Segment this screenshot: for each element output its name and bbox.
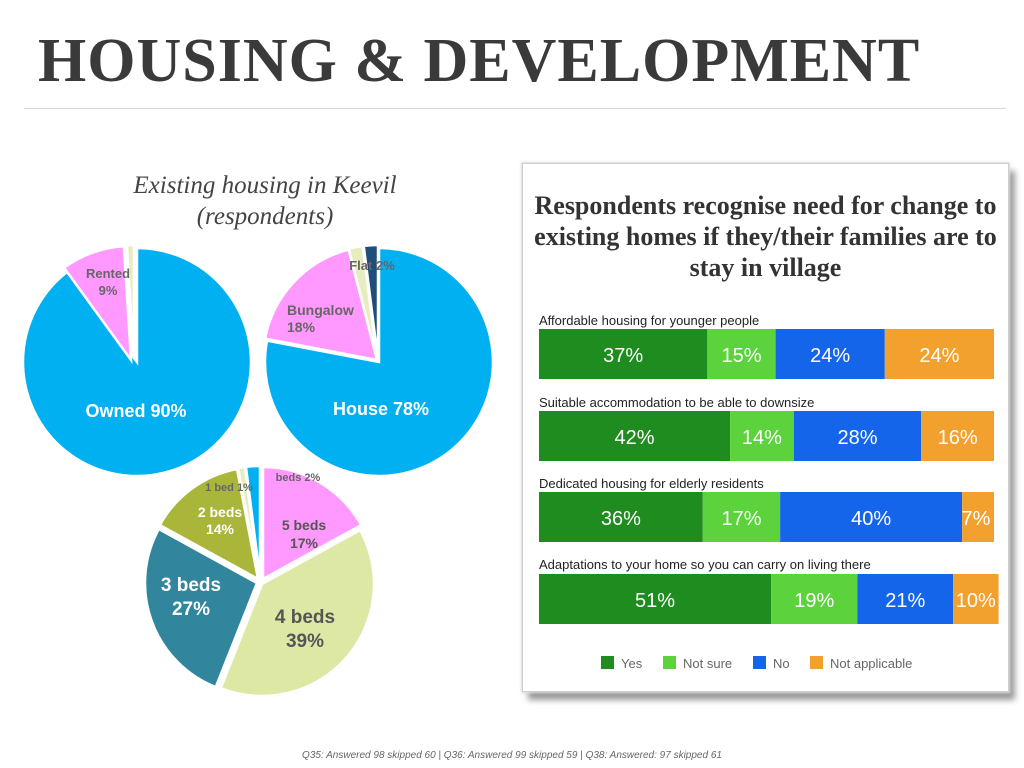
- bar-no-4: [857, 574, 954, 624]
- pie-3-label-3-beds: 3 beds 27%: [161, 575, 221, 620]
- bar-value-label-not-applicable-4: 10%: [956, 590, 996, 612]
- bar-yes-1: [539, 329, 708, 379]
- bar-not-applicable-4: [953, 574, 999, 624]
- bar-value-label-not-applicable-2: 16%: [938, 427, 978, 449]
- bar-not-applicable-2: [921, 411, 994, 461]
- pie-1-slice-owned: [21, 246, 253, 478]
- bar-value-label-not-sure-3: 17%: [721, 508, 761, 530]
- bar-no-2: [793, 411, 922, 461]
- legend-swatch-yes: [601, 656, 614, 669]
- category-label-1: Affordable housing for younger people: [539, 313, 759, 328]
- pies-chart-title: Existing housing in Keevil (respondents): [133, 172, 397, 230]
- bar-not-applicable-1: [884, 329, 994, 379]
- page-title: HOUSING & DEVELOPMENT: [38, 27, 921, 95]
- bar-value-label-not-applicable-1: 24%: [919, 345, 959, 367]
- legend-label-yes: Yes: [621, 656, 643, 671]
- bar-value-label-not-applicable-3: 7%: [962, 508, 991, 530]
- pie-3-label-1-bed: 1 bed 1%: [205, 482, 253, 494]
- pie-2-slice-flat: [362, 243, 380, 360]
- pie-1-slice-rented: [62, 244, 133, 365]
- chart-legend: Yes Not sure No Not applicable: [601, 656, 912, 671]
- bar-not-sure-1: [707, 329, 776, 379]
- pie-charts: Owned 90% Rented 9% House 78% Bungalow 18% Fla…: [21, 243, 495, 698]
- legend-swatch-not-sure: [663, 656, 676, 669]
- bar-no-1: [775, 329, 885, 379]
- stacked-bar-chart: Affordable housing for younger people 37%…: [539, 313, 999, 671]
- bar-value-label-not-sure-1: 15%: [721, 345, 761, 367]
- pie-3-label-beds: beds 2%: [276, 472, 321, 484]
- pie-2-label-flat: Flat 2%: [349, 258, 395, 273]
- pie-3-label-4-beds: 4 beds 39%: [275, 607, 335, 652]
- bar-yes-4: [539, 574, 772, 624]
- pie-1-label-owned: Owned 90%: [85, 401, 186, 421]
- bar-not-sure-4: [771, 574, 858, 624]
- title-divider: [24, 108, 1006, 109]
- bar-rows: Affordable housing for younger people 37%…: [539, 313, 999, 624]
- pie-3-slice-beds: [244, 464, 262, 579]
- pie-3-slice-2-beds: [158, 467, 260, 582]
- bar-value-label-no-3: 40%: [851, 508, 891, 530]
- pie-3-label-2-beds: 2 beds 14%: [198, 504, 243, 537]
- bar-value-label-yes-2: 42%: [615, 427, 655, 449]
- pie-1-slice-minor-2: [125, 243, 136, 360]
- bar-value-label-yes-1: 37%: [603, 345, 643, 367]
- bar-not-sure-2: [730, 411, 794, 461]
- bar-row-1: Affordable housing for younger people 37%…: [539, 313, 994, 379]
- pie-3-label-5-beds: 5 beds 17%: [282, 517, 327, 551]
- bar-row-3: Dedicated housing for elderly residents 3…: [539, 476, 994, 542]
- bar-value-label-no-1: 24%: [810, 345, 850, 367]
- survey-chart-panel: Respondents recognise need for change to…: [522, 163, 1009, 692]
- pie-2-label-bungalow: Bungalow 18%: [287, 302, 354, 335]
- bar-value-label-no-4: 21%: [885, 590, 925, 612]
- legend-swatch-no: [753, 656, 766, 669]
- footer-note: Q35: Answered 98 skipped 60 | Q36: Answe…: [302, 750, 722, 761]
- legend-swatch-not-applicable: [810, 656, 823, 669]
- pie-chart-3: 5 beds 17% 4 beds 39% 3 beds 27% 2 beds 14% 1 be…: [143, 464, 376, 698]
- legend-label-no: No: [773, 656, 790, 671]
- bar-value-label-not-sure-4: 19%: [794, 590, 834, 612]
- category-label-3: Dedicated housing for elderly residents: [539, 476, 764, 491]
- bar-value-label-yes-4: 51%: [635, 590, 675, 612]
- bar-yes-2: [539, 411, 731, 461]
- bar-value-label-not-sure-2: 14%: [742, 427, 782, 449]
- bar-row-4: Adaptations to your home so you can carr…: [539, 557, 999, 624]
- bar-not-applicable-3: [962, 492, 994, 542]
- pie-3-slice-5-beds: [261, 465, 363, 582]
- pie-3-slice-4-beds: [219, 528, 376, 698]
- bar-no-3: [780, 492, 963, 542]
- pie-2-slice-house: [263, 246, 495, 478]
- pie-2-label-house: House 78%: [333, 399, 429, 419]
- pie-3-slice-3-beds: [143, 527, 259, 689]
- legend-label-not-applicable: Not applicable: [830, 656, 912, 671]
- pie-2-slice-bungalow: [263, 248, 379, 362]
- pie-chart-2: House 78% Bungalow 18% Flat 2%: [263, 243, 495, 478]
- bar-not-sure-3: [702, 492, 781, 542]
- category-label-4: Adaptations to your home so you can carr…: [539, 557, 871, 572]
- bar-value-label-no-2: 28%: [837, 427, 877, 449]
- bar-yes-3: [539, 492, 703, 542]
- bar-chart-title: Respondents recognise need for change to…: [534, 191, 997, 282]
- category-label-2: Suitable accommodation to be able to dow…: [539, 395, 814, 410]
- pie-chart-1: Owned 90% Rented 9%: [21, 243, 253, 478]
- pie-1-label-rented: Rented 9%: [86, 266, 130, 298]
- legend-label-not-sure: Not sure: [683, 656, 732, 671]
- bar-row-2: Suitable accommodation to be able to dow…: [539, 395, 994, 461]
- bar-value-label-yes-3: 36%: [601, 508, 641, 530]
